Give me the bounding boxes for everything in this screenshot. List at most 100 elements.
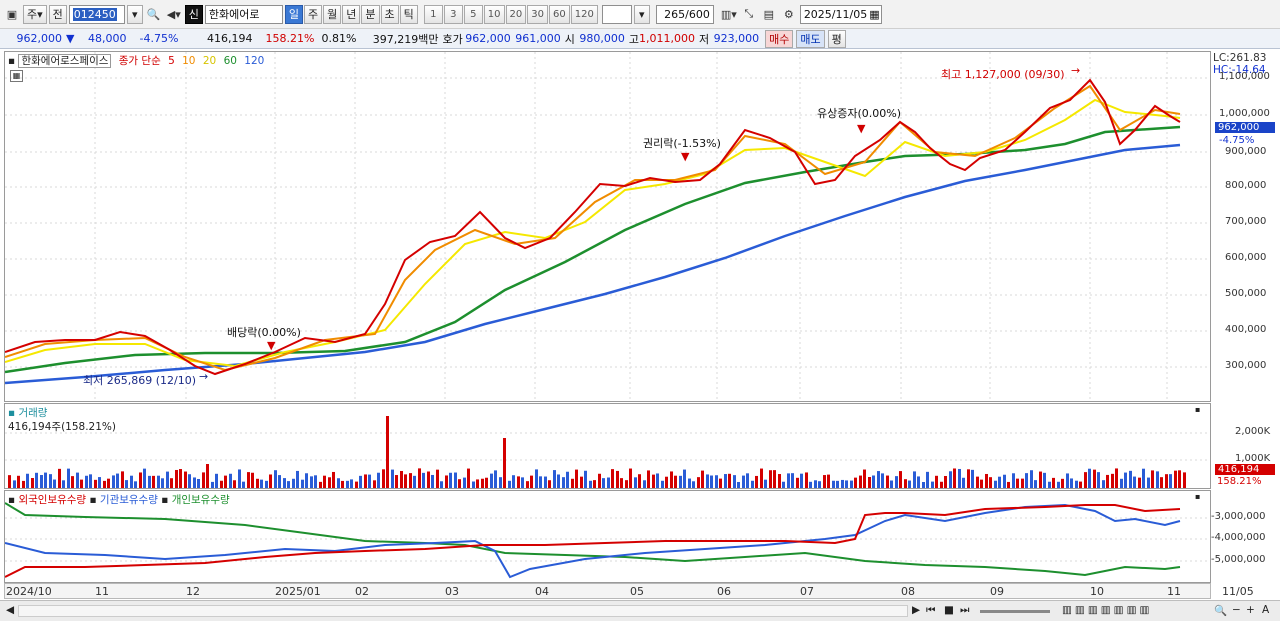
interval-week[interactable]: 주 (304, 4, 323, 24)
table-icon[interactable]: ▦ (10, 70, 23, 82)
zoom-out-icon[interactable]: − (1232, 604, 1241, 616)
custom-mult-input[interactable] (601, 4, 632, 24)
interval-minute[interactable]: 분 (361, 4, 380, 24)
volume-bar (179, 469, 182, 488)
interval-day[interactable]: 일 (284, 4, 304, 24)
volume-title-text: 거래량 (18, 407, 48, 419)
volume-bar (1021, 478, 1024, 488)
volume-bar (512, 475, 515, 488)
price-panel[interactable]: ▪ 한화에어로스페이스 종가 단순 5 10 20 60 120 ▦ 최고 1,… (4, 51, 1211, 402)
volume-bar (805, 472, 808, 488)
interval-year[interactable]: 년 (342, 4, 361, 24)
first-icon[interactable]: ⏮ (926, 604, 936, 616)
mult-20[interactable]: 20 (505, 4, 527, 24)
font-size-icon[interactable]: A (1262, 604, 1270, 616)
period-select[interactable]: 주 ▾ (23, 4, 47, 24)
rights-arrow-icon: ▼ (681, 150, 690, 163)
buy-button[interactable]: 매수 (765, 29, 794, 48)
interval-second[interactable]: 초 (380, 4, 399, 24)
draw-tool-icon[interactable]: ⤡ (744, 7, 754, 20)
scroll-right-icon[interactable]: ▶ (912, 604, 921, 616)
scroll-track[interactable] (18, 605, 908, 617)
ytick-800000: 800,000 (1225, 180, 1267, 191)
mult-5[interactable]: 5 (463, 4, 483, 24)
volume-bar (958, 468, 961, 488)
volume-bar (224, 475, 227, 488)
volume-bar (926, 471, 929, 488)
stop-icon[interactable]: ■ (944, 604, 954, 616)
volume-bar (868, 476, 871, 488)
x-end-label: 11/05 (1222, 585, 1254, 598)
code-dropdown[interactable]: ▾ (126, 4, 143, 24)
volume-bar (305, 473, 308, 488)
volume-panel[interactable]: ▪ 거래량 416,194주(158.21%) ▪ (4, 403, 1211, 489)
date-input[interactable]: 2025/11/05 ▦ (799, 4, 882, 24)
last-icon[interactable]: ⏭ (960, 604, 970, 616)
volume-bar (782, 481, 785, 488)
stock-code-input[interactable]: 012450 (68, 4, 125, 24)
volume-bar (634, 477, 637, 488)
save-icon[interactable]: ▤ (763, 7, 775, 21)
volume-bar (629, 468, 632, 488)
scroll-left-icon[interactable]: ◀ (6, 604, 15, 616)
xlabel-2025-01: 2025/01 (275, 585, 321, 598)
hold-ytick-3m: -3,000,000 (1211, 511, 1266, 522)
multiplier-group: 1 3 5 10 20 30 60 120 (423, 4, 598, 24)
volume-bar (1043, 472, 1046, 488)
candle-icon[interactable]: ▥▾ (720, 7, 737, 21)
stock-name-field[interactable]: 한화에어로 (204, 4, 283, 24)
eval-button[interactable]: 평 (827, 29, 846, 48)
volume-bar (242, 481, 245, 488)
volume-bar (994, 480, 997, 488)
search-icon[interactable]: 🔍 (146, 7, 161, 21)
mult-3[interactable]: 3 (443, 4, 463, 24)
volume-bar (112, 475, 115, 488)
sell-button[interactable]: 매도 (796, 29, 825, 48)
panel-close-icon[interactable]: ▪ (1195, 492, 1201, 501)
volume-bar (1052, 477, 1055, 488)
high-label: 고 (628, 32, 639, 46)
custom-mult-dropdown[interactable]: ▾ (633, 4, 650, 24)
ytick-400000: 400,000 (1225, 324, 1267, 335)
volume-bar (121, 471, 124, 488)
new-badge[interactable]: 신 (184, 4, 203, 24)
volume-bar (148, 475, 151, 488)
zoom-in-icon[interactable]: + (1246, 604, 1255, 616)
mult-60[interactable]: 60 (548, 4, 570, 24)
holdings-panel[interactable]: ▪ 외국인보유수량 ▪ 기관보유수량 ▪ 개인보유수량 ▪ (4, 490, 1211, 583)
volume-bar (197, 478, 200, 488)
mult-1[interactable]: 1 (423, 4, 443, 24)
panel-close-icon[interactable]: ▪ (1195, 405, 1201, 414)
volume-bar (283, 478, 286, 488)
interval-month[interactable]: 월 (323, 4, 342, 24)
volume-bar (350, 479, 353, 488)
volume-bar (886, 475, 889, 488)
mult-120[interactable]: 120 (570, 4, 598, 24)
volume-bar (166, 471, 169, 488)
chart-tools-icon[interactable]: ▥▥▥▥▥▥▥ (1062, 604, 1153, 616)
ytick-700000: 700,000 (1225, 216, 1267, 227)
zoom-slider[interactable] (980, 610, 1050, 613)
volume-bar (202, 472, 205, 488)
zoom-icon[interactable]: 🔍 (1214, 605, 1228, 617)
sound-icon[interactable]: ◀▾ (166, 7, 181, 21)
volume-bar (764, 479, 767, 488)
calendar-icon[interactable]: ▦ (869, 7, 880, 21)
volume-bar (1097, 472, 1100, 488)
ma-legend: 종가 단순 5 10 20 60 120 (119, 55, 269, 67)
prev-button[interactable]: 전 (48, 4, 67, 24)
volume-bar (575, 469, 578, 488)
volume-bar (274, 470, 277, 488)
volume-bar (517, 476, 520, 488)
volume-chart (5, 416, 1210, 488)
volume-bar (980, 479, 983, 488)
interval-tick[interactable]: 틱 (399, 4, 418, 24)
window-icon[interactable]: ▣ (6, 7, 18, 21)
gear-icon[interactable]: ⚙ (783, 7, 794, 21)
xlabel-03: 03 (445, 585, 459, 598)
volume-bar (1174, 470, 1177, 488)
mult-10[interactable]: 10 (483, 4, 505, 24)
count-input[interactable]: 265/600 (655, 4, 714, 24)
volume-bar (1151, 470, 1154, 488)
mult-30[interactable]: 30 (527, 4, 548, 24)
